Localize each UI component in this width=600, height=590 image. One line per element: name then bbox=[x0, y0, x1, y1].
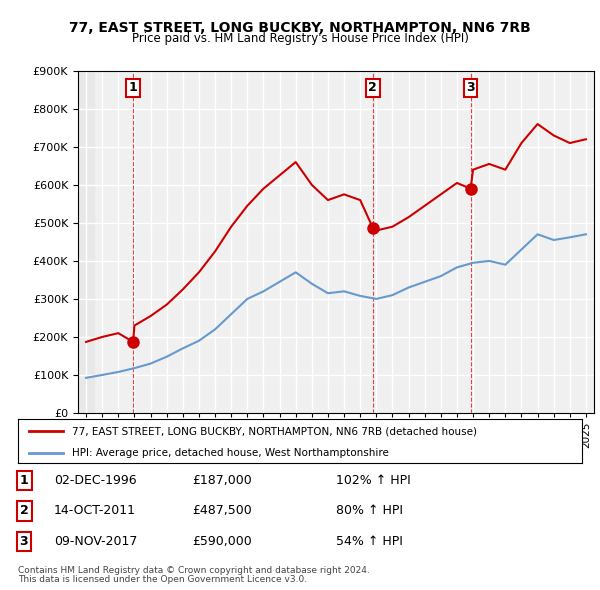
Text: 102% ↑ HPI: 102% ↑ HPI bbox=[336, 474, 411, 487]
Text: £590,000: £590,000 bbox=[192, 535, 252, 548]
Text: 1: 1 bbox=[20, 474, 28, 487]
Text: 77, EAST STREET, LONG BUCKBY, NORTHAMPTON, NN6 7RB: 77, EAST STREET, LONG BUCKBY, NORTHAMPTO… bbox=[69, 21, 531, 35]
Text: £487,500: £487,500 bbox=[192, 504, 252, 517]
Text: 3: 3 bbox=[20, 535, 28, 548]
Text: 54% ↑ HPI: 54% ↑ HPI bbox=[336, 535, 403, 548]
Text: This data is licensed under the Open Government Licence v3.0.: This data is licensed under the Open Gov… bbox=[18, 575, 307, 584]
Text: Contains HM Land Registry data © Crown copyright and database right 2024.: Contains HM Land Registry data © Crown c… bbox=[18, 566, 370, 575]
Text: 77, EAST STREET, LONG BUCKBY, NORTHAMPTON, NN6 7RB (detached house): 77, EAST STREET, LONG BUCKBY, NORTHAMPTO… bbox=[71, 427, 476, 436]
Text: 80% ↑ HPI: 80% ↑ HPI bbox=[336, 504, 403, 517]
Text: 2: 2 bbox=[20, 504, 28, 517]
Text: HPI: Average price, detached house, West Northamptonshire: HPI: Average price, detached house, West… bbox=[71, 448, 388, 458]
Text: 02-DEC-1996: 02-DEC-1996 bbox=[54, 474, 137, 487]
Text: £187,000: £187,000 bbox=[192, 474, 252, 487]
Text: 09-NOV-2017: 09-NOV-2017 bbox=[54, 535, 137, 548]
Text: 3: 3 bbox=[466, 81, 475, 94]
Text: 2: 2 bbox=[368, 81, 377, 94]
Text: Price paid vs. HM Land Registry's House Price Index (HPI): Price paid vs. HM Land Registry's House … bbox=[131, 32, 469, 45]
Text: 14-OCT-2011: 14-OCT-2011 bbox=[54, 504, 136, 517]
Text: 1: 1 bbox=[129, 81, 137, 94]
